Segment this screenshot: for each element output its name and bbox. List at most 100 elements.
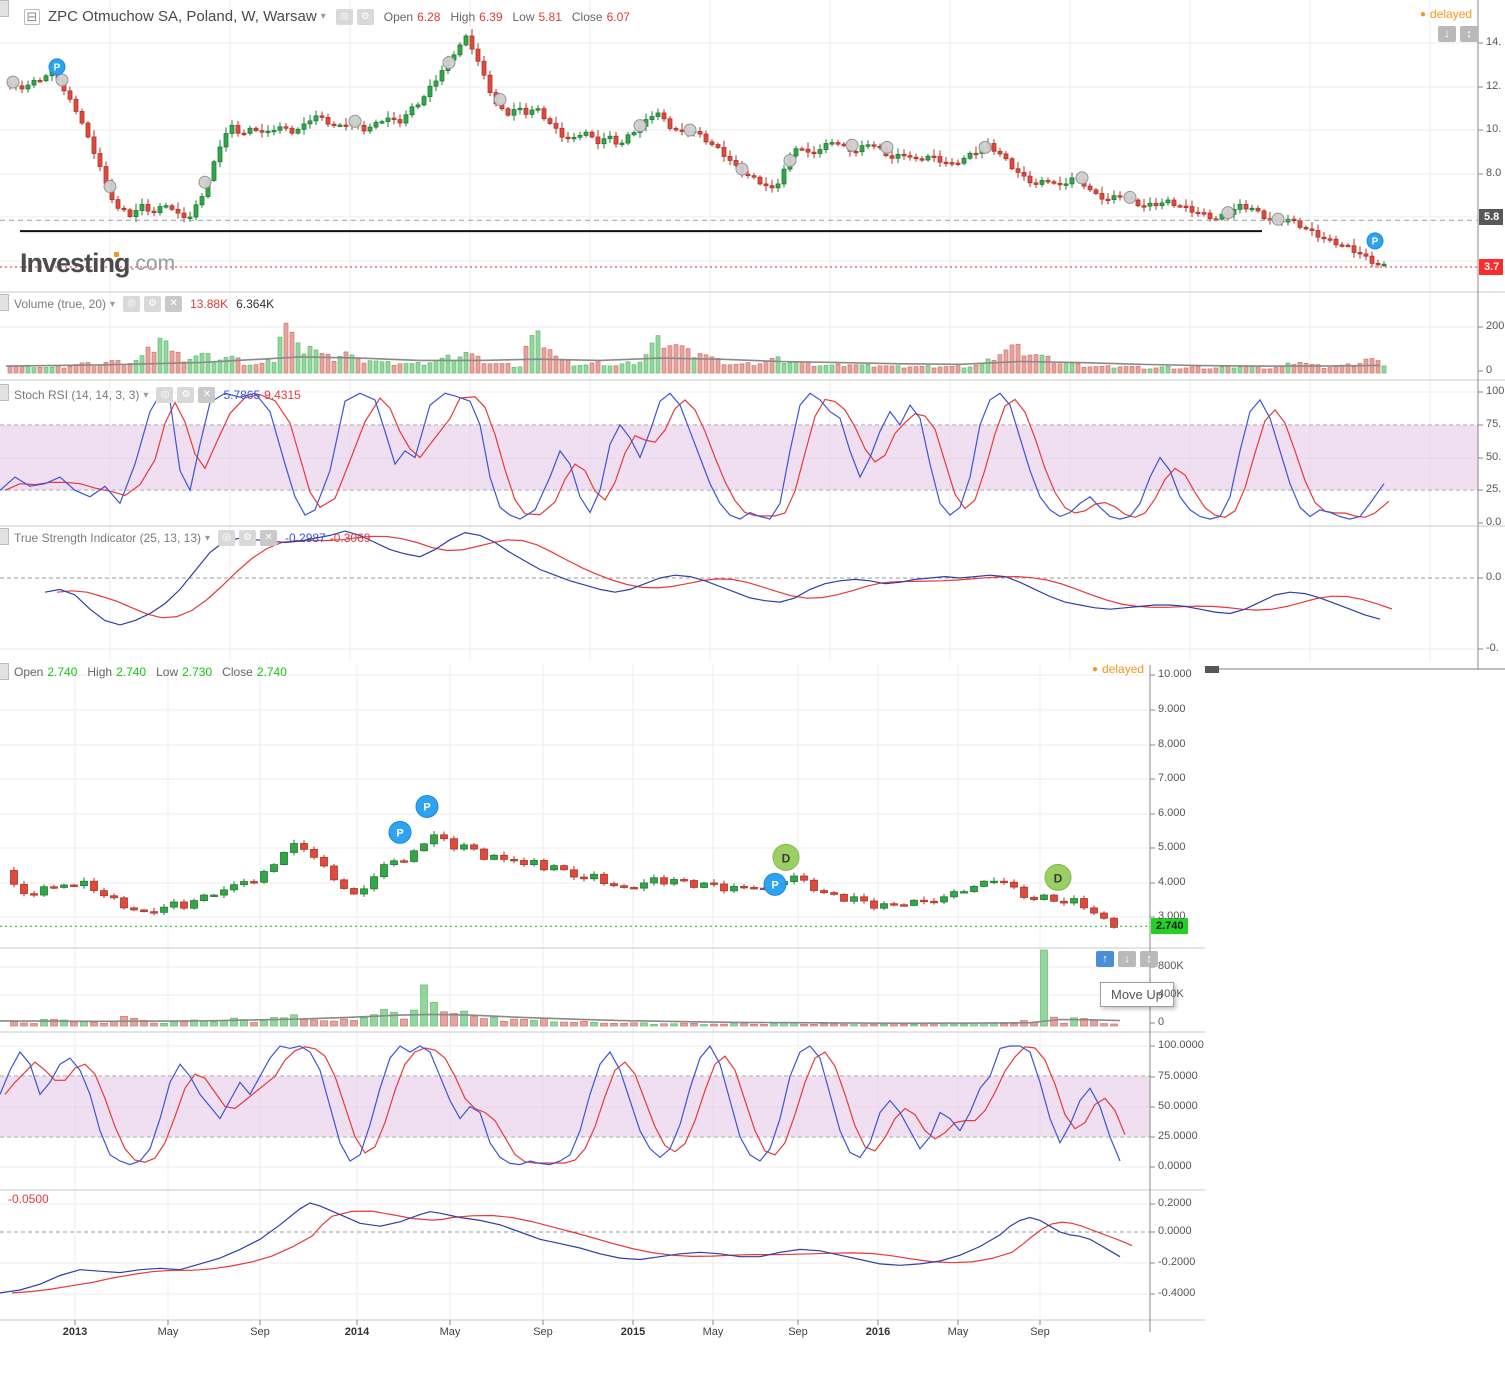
stoch-rsi-pane-label[interactable]: Stoch RSI (14, 14, 3, 3) [14, 388, 140, 402]
low-value: 5.81 [538, 9, 562, 24]
tsi-pane-label[interactable]: True Strength Indicator (25, 13, 13) [14, 531, 201, 545]
pivot-circle-marker[interactable] [103, 180, 117, 194]
y-axis-tick: 0.0000 [1158, 1160, 1192, 1172]
maximize-pane-button[interactable]: ↕ [1140, 951, 1158, 967]
pivot-circle-marker[interactable] [880, 140, 894, 154]
y-axis-tick: 3.000 [1158, 910, 1186, 922]
pivot-circle-marker[interactable] [348, 114, 362, 128]
y-axis-tick: 6.000 [1158, 807, 1186, 819]
y-axis-tick: 8.0 [1486, 167, 1502, 179]
tsi-value: -0.2987 [285, 531, 326, 545]
pivot-circle-marker[interactable] [783, 153, 797, 167]
move-down-button[interactable]: ↓ [1438, 26, 1456, 42]
eye-icon[interactable]: ◎ [156, 387, 174, 403]
gear-icon[interactable]: ⚙ [177, 387, 195, 403]
gear-icon[interactable]: ⚙ [356, 8, 374, 25]
x-axis-tick: May [702, 1326, 724, 1338]
chevron-down-icon[interactable]: ▾ [143, 389, 149, 401]
pivot-circle-marker[interactable] [442, 56, 456, 70]
y-axis-tick: 200 [1486, 320, 1505, 332]
bot-tsi-lines [0, 1202, 1133, 1294]
pane-drag-handle[interactable] [0, 0, 9, 17]
move-up-button[interactable]: ↑ [1096, 951, 1114, 967]
chevron-down-icon[interactable]: ▾ [320, 11, 326, 22]
symbol-title[interactable]: ZPC Otmuchow SA, Poland, W, Warsaw [48, 8, 317, 25]
chevron-down-icon[interactable]: ▾ [110, 298, 116, 310]
pane-drag-handle[interactable] [0, 384, 9, 401]
eye-icon[interactable]: ◎ [218, 530, 236, 546]
pivot-circle-marker[interactable] [1123, 190, 1137, 204]
svg-text:P: P [423, 801, 430, 813]
bottom-chart-canvas[interactable]: P P P D D [0, 660, 1205, 1360]
pane-drag-handle[interactable] [0, 294, 9, 311]
collapse-chart-icon[interactable]: ⊟ [24, 8, 40, 25]
y-axis-tick: 0 [1158, 1016, 1165, 1028]
y-axis-tick: 0.0 [1486, 516, 1502, 528]
pane-drag-handle[interactable] [0, 528, 9, 545]
y-axis-tick: 7.000 [1158, 772, 1186, 784]
top-stoch-lines [0, 392, 1478, 520]
delayed-badge: delayed [1430, 7, 1473, 21]
pivot-circle-marker[interactable] [633, 119, 647, 133]
bot-price-candlestick-series [10, 831, 1118, 929]
stoch-k-value: 5.7865 [223, 388, 261, 402]
pivot-circle-marker[interactable] [978, 140, 992, 154]
pivot-marker-d[interactable]: D [772, 843, 800, 871]
x-axis-tick: Sep [250, 1326, 270, 1338]
y-axis-tick: 8.000 [1158, 738, 1186, 750]
delayed-dot-icon: ● [1420, 8, 1427, 20]
pivot-circle-marker[interactable] [198, 175, 212, 189]
stoch-d-value: 9.4315 [264, 388, 301, 402]
time-scrollbar-handle[interactable] [1197, 666, 1219, 673]
y-axis-tick: 50. [1486, 451, 1502, 463]
close-icon[interactable]: ✕ [165, 296, 183, 312]
pivot-circle-marker[interactable] [1271, 212, 1285, 226]
low-label: Low [512, 9, 535, 24]
close-value: 6.07 [606, 9, 630, 24]
gear-icon[interactable]: ⚙ [144, 296, 162, 312]
top-chart-canvas[interactable]: PP [0, 0, 1505, 680]
x-axis-tick: May [439, 1326, 461, 1338]
move-up-tooltip: Move Up [1100, 982, 1175, 1007]
y-axis-tick: 25. [1486, 483, 1502, 495]
snapshot-icon[interactable]: ◎ [335, 8, 353, 25]
y-axis-tick: 25.0000 [1158, 1130, 1198, 1142]
pivot-circle-marker[interactable] [493, 93, 507, 107]
tsi-signal-value: -0.3069 [329, 531, 371, 545]
svg-text:D: D [782, 851, 791, 865]
pivot-circle-marker[interactable] [845, 138, 859, 152]
y-axis-tick: 12. [1486, 80, 1502, 92]
pivot-marker-p[interactable]: P [415, 794, 439, 818]
pivot-circle-marker[interactable] [735, 162, 749, 176]
open-value: 2.740 [47, 665, 78, 679]
pivot-marker-p[interactable]: P [388, 820, 412, 844]
pivot-marker-p[interactable]: P [48, 58, 66, 76]
chevron-down-icon[interactable]: ▾ [205, 532, 211, 544]
pivot-circle-marker[interactable] [55, 73, 69, 87]
y-axis-tick: 0 [1486, 364, 1493, 376]
y-axis-tick: 5.000 [1158, 841, 1186, 853]
y-axis-tick: 100.0000 [1158, 1039, 1204, 1051]
move-down-button[interactable]: ↓ [1118, 951, 1136, 967]
pivot-circle-marker[interactable] [683, 123, 697, 137]
pivot-circle-marker[interactable] [1221, 206, 1235, 220]
close-icon[interactable]: ✕ [260, 530, 278, 546]
open-label: Open [383, 9, 414, 24]
y-axis-tick: 14. [1486, 36, 1502, 48]
last-price-badge: 2.740 [1151, 918, 1188, 934]
close-label: Close [222, 665, 253, 679]
pivot-circle-marker[interactable] [6, 75, 20, 89]
gear-icon[interactable]: ⚙ [239, 530, 257, 546]
volume-pane-label[interactable]: Volume (true, 20) [14, 297, 107, 311]
high-label: High [450, 9, 476, 24]
resize-pane-button[interactable]: ↕ [1460, 26, 1478, 42]
x-axis-tick: 2016 [865, 1326, 891, 1338]
pivot-marker-p[interactable]: P [763, 872, 787, 896]
pivot-circle-marker[interactable] [1075, 171, 1089, 185]
eye-icon[interactable]: ◎ [123, 296, 141, 312]
close-icon[interactable]: ✕ [198, 387, 216, 403]
pane-drag-handle[interactable] [0, 663, 9, 680]
pivot-marker-d[interactable]: D [1044, 863, 1072, 891]
pivot-marker-p[interactable]: P [1366, 232, 1384, 250]
open-label: Open [14, 665, 44, 679]
